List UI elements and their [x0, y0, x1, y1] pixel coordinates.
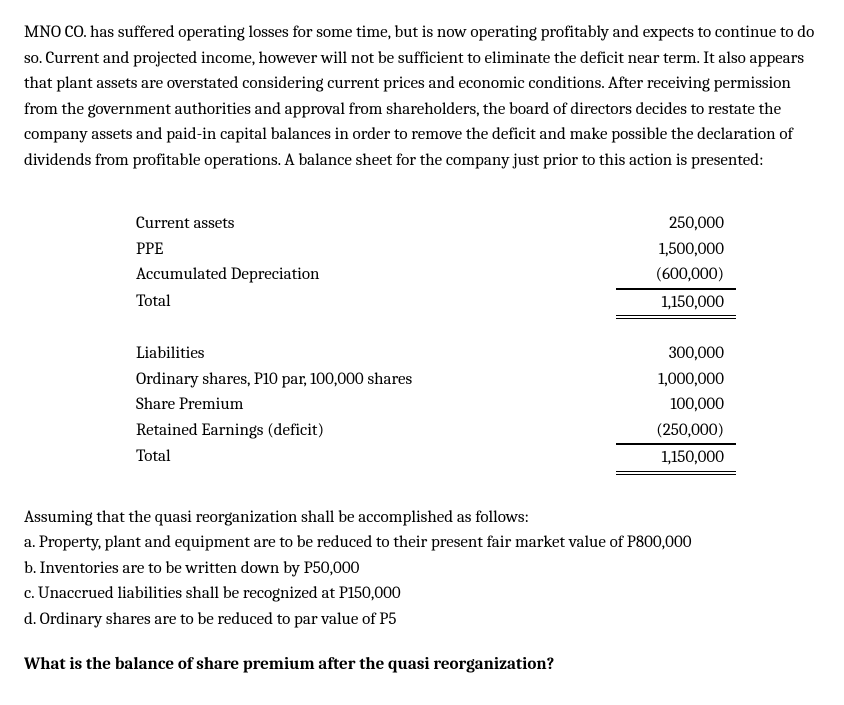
row-label: Liabilities — [136, 341, 616, 367]
balance-sheet-row: PPE1,500,000 — [136, 237, 736, 263]
liabilities-equity-section: Liabilities300,000Ordinary shares, P10 p… — [136, 341, 736, 475]
balance-sheet-row: Total1,150,000 — [136, 444, 736, 475]
question-text: What is the balance of share premium aft… — [24, 652, 820, 678]
assumption-item: b. Inventories are to be written down by… — [24, 556, 820, 582]
row-label: Total — [136, 444, 616, 475]
balance-sheet-row: Share Premium100,000 — [136, 392, 736, 418]
row-label: Accumulated Depreciation — [136, 262, 616, 289]
balance-sheet: Current assets250,000PPE1,500,000Accumul… — [136, 211, 736, 475]
row-label: PPE — [136, 237, 616, 263]
balance-sheet-row: Retained Earnings (deficit)(250,000) — [136, 418, 736, 445]
row-value: 300,000 — [616, 341, 736, 367]
row-label: Retained Earnings (deficit) — [136, 418, 616, 445]
row-value: 1,150,000 — [616, 289, 736, 320]
balance-sheet-row: Current assets250,000 — [136, 211, 736, 237]
row-value: 250,000 — [616, 211, 736, 237]
balance-sheet-row: Accumulated Depreciation(600,000) — [136, 262, 736, 289]
assumption-item: d. Ordinary shares are to be reduced to … — [24, 607, 820, 633]
assumption-item: c. Unaccrued liabilities shall be recogn… — [24, 581, 820, 607]
row-value: 1,500,000 — [616, 237, 736, 263]
balance-sheet-row: Total1,150,000 — [136, 289, 736, 320]
assumption-item: a. Property, plant and equipment are to … — [24, 530, 820, 556]
balance-sheet-row: Liabilities300,000 — [136, 341, 736, 367]
row-value: 1,000,000 — [616, 367, 736, 393]
row-value: (600,000) — [616, 262, 736, 289]
row-value: 100,000 — [616, 392, 736, 418]
row-value: 1,150,000 — [616, 444, 736, 475]
row-value: (250,000) — [616, 418, 736, 445]
assumptions-intro: Assuming that the quasi reorganization s… — [24, 505, 820, 531]
row-label: Ordinary shares, P10 par, 100,000 shares — [136, 367, 616, 393]
row-label: Total — [136, 289, 616, 320]
intro-paragraph: MNO CO. has suffered operating losses fo… — [24, 20, 820, 173]
balance-sheet-row: Ordinary shares, P10 par, 100,000 shares… — [136, 367, 736, 393]
assets-section: Current assets250,000PPE1,500,000Accumul… — [136, 211, 736, 319]
assumptions-list: a. Property, plant and equipment are to … — [24, 530, 820, 632]
row-label: Current assets — [136, 211, 616, 237]
row-label: Share Premium — [136, 392, 616, 418]
